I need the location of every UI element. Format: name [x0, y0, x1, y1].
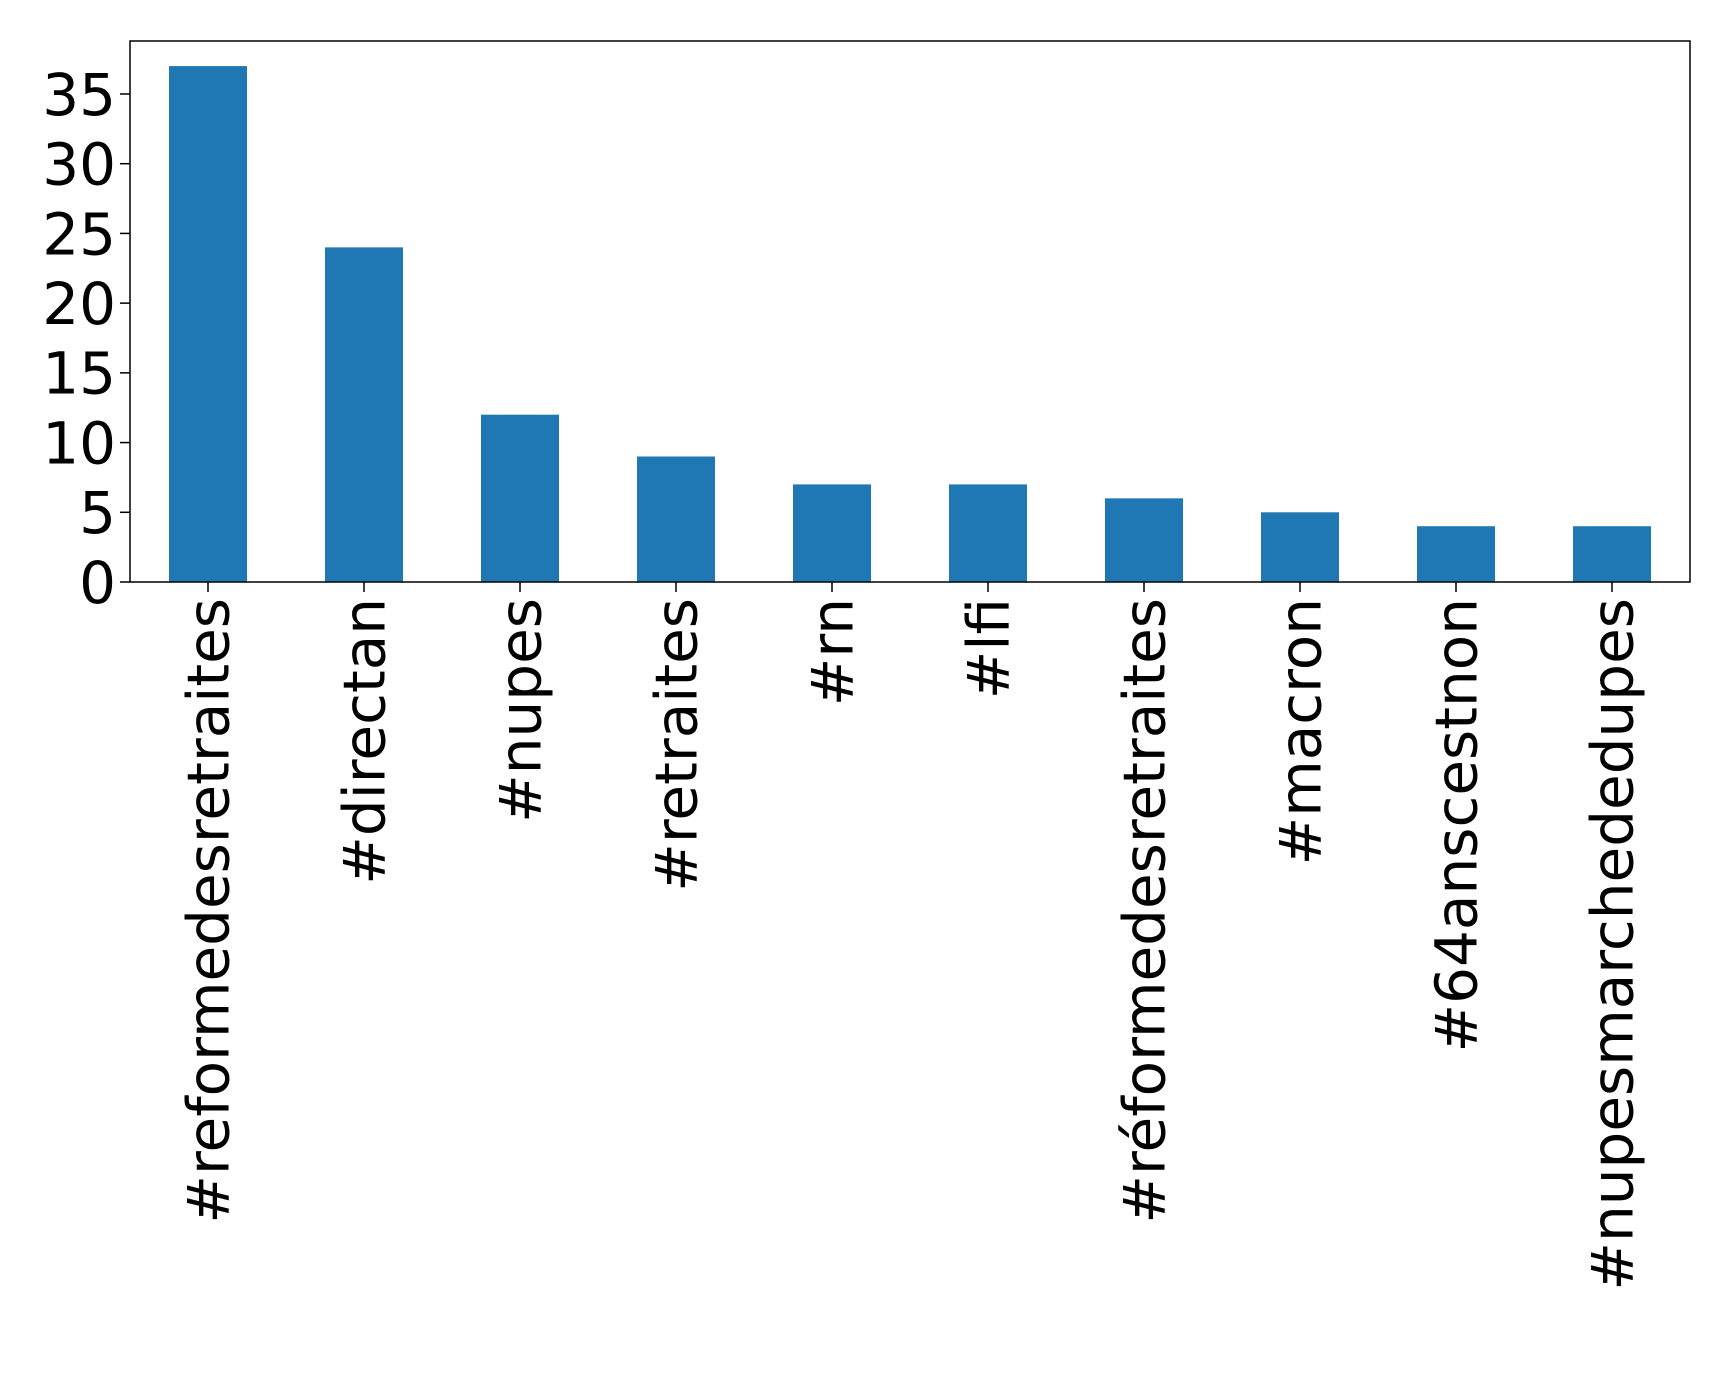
bar-3	[637, 456, 715, 582]
x-tick-label: #nupesmarchededupes	[1578, 598, 1646, 1291]
x-tick-label: #directan	[330, 598, 398, 885]
bar-7	[1261, 512, 1339, 582]
y-tick-label: 15	[42, 340, 116, 408]
x-tick-label: #nupes	[486, 598, 554, 823]
x-tick-label: #lfi	[954, 598, 1022, 699]
x-tick-label: #reformedesretraites	[174, 598, 242, 1224]
y-tick-label: 0	[79, 549, 116, 617]
y-tick-label: 30	[42, 131, 116, 199]
x-axis: #reformedesretraites #directan #nupes #retr…	[174, 582, 1646, 1291]
y-tick-label: 5	[79, 479, 116, 547]
y-tick-label: 20	[42, 270, 116, 338]
bar-5	[949, 484, 1027, 582]
bar-0	[169, 66, 247, 582]
bar-6	[1105, 498, 1183, 582]
bar-2	[481, 414, 559, 582]
bar-9	[1573, 526, 1651, 582]
plot-frame	[129, 40, 1691, 583]
x-tick-label: #retraites	[642, 598, 710, 892]
y-tick-label: 25	[42, 200, 116, 268]
bar-1	[325, 247, 403, 582]
x-tick-label: #réformedesretraites	[1110, 598, 1178, 1224]
x-tick-label: #64anscestnon	[1422, 598, 1490, 1052]
x-tick-label: #macron	[1266, 598, 1334, 865]
bar-4	[793, 484, 871, 582]
y-tick-label: 35	[42, 61, 116, 129]
y-tick-label: 10	[42, 409, 116, 477]
bar-8	[1417, 526, 1495, 582]
x-tick-label: #rn	[798, 598, 866, 706]
bars-layer	[169, 66, 1651, 582]
